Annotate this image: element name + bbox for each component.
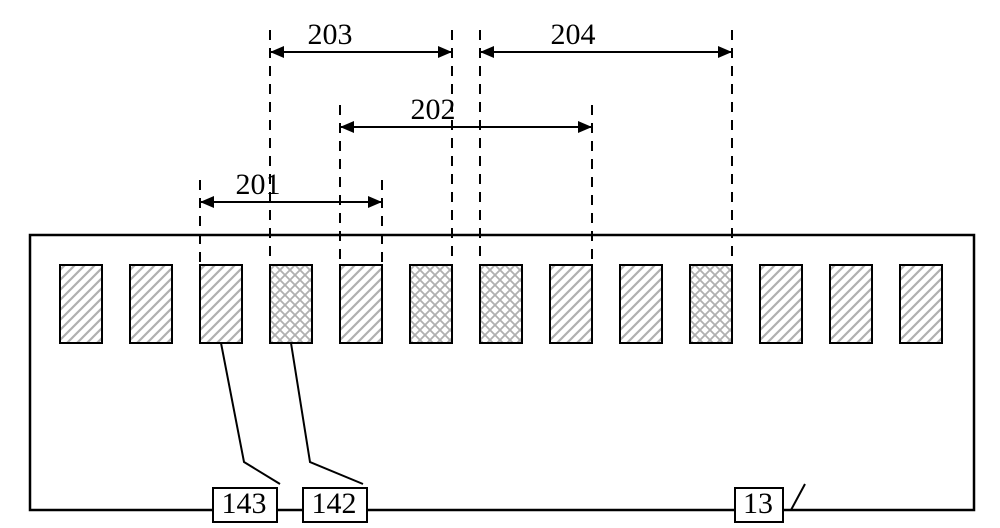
arrowhead bbox=[578, 121, 592, 133]
block-hatch bbox=[130, 265, 172, 343]
block-cross bbox=[480, 265, 522, 343]
arrowhead bbox=[368, 196, 382, 208]
dim-label-201: 201 bbox=[236, 168, 281, 201]
block-cross bbox=[270, 265, 312, 343]
block-hatch bbox=[760, 265, 802, 343]
callout-lead-13 bbox=[791, 484, 805, 510]
callout-lead-142 bbox=[291, 343, 363, 484]
callout-label-13: 13 bbox=[743, 487, 773, 520]
arrowhead bbox=[270, 46, 284, 58]
dim-label-202: 202 bbox=[411, 93, 456, 126]
block-hatch bbox=[620, 265, 662, 343]
block-cross bbox=[410, 265, 452, 343]
block-hatch bbox=[830, 265, 872, 343]
block-hatch bbox=[900, 265, 942, 343]
arrowhead bbox=[200, 196, 214, 208]
arrowhead bbox=[340, 121, 354, 133]
block-cross bbox=[690, 265, 732, 343]
callout-label-143: 143 bbox=[222, 487, 267, 520]
dim-label-204: 204 bbox=[551, 18, 596, 51]
callout-label-142: 142 bbox=[312, 487, 357, 520]
diagram-svg: 203 204 202 201 143 142 13 bbox=[0, 0, 1000, 528]
block-hatch bbox=[60, 265, 102, 343]
callout-lead-143 bbox=[221, 343, 280, 484]
arrowhead bbox=[438, 46, 452, 58]
arrowhead bbox=[718, 46, 732, 58]
block-hatch bbox=[550, 265, 592, 343]
block-hatch bbox=[200, 265, 242, 343]
dim-label-203: 203 bbox=[308, 18, 353, 51]
arrowhead bbox=[480, 46, 494, 58]
block-hatch bbox=[340, 265, 382, 343]
